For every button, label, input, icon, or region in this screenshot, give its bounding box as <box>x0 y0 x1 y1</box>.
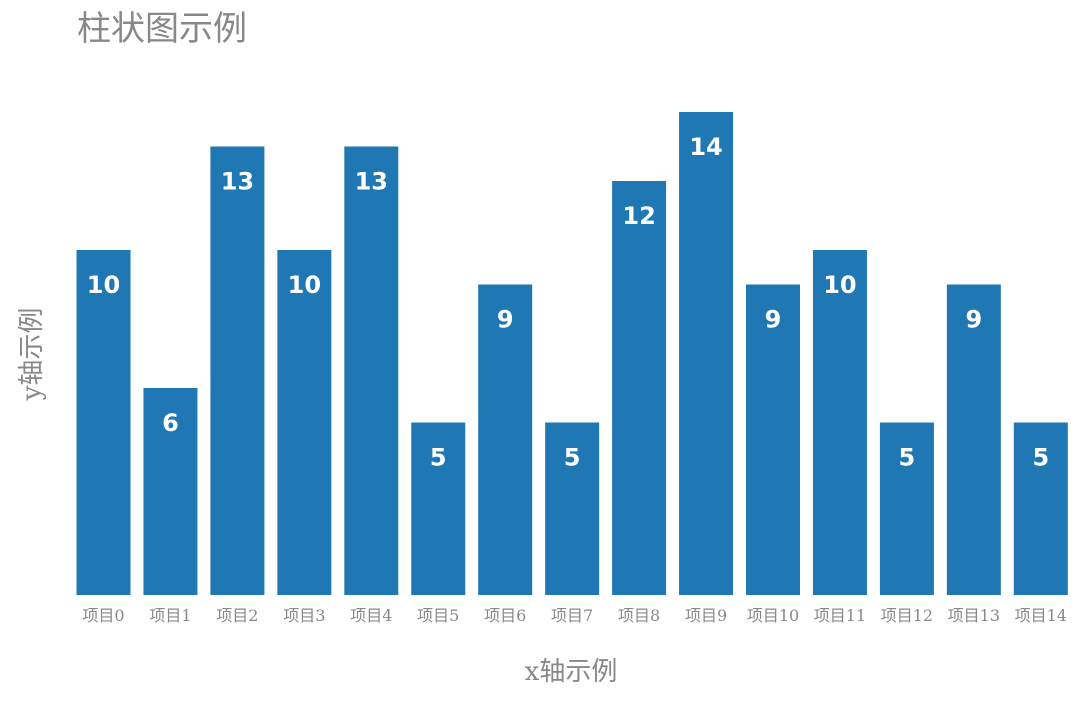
value-label-项目3: 10 <box>288 271 321 299</box>
x-tick-label: 项目0 <box>82 606 124 625</box>
x-tick-label: 项目8 <box>618 606 660 625</box>
value-label-项目6: 9 <box>497 306 514 334</box>
x-axis-label: x轴示例 <box>525 657 618 687</box>
x-tick-label: 项目1 <box>149 606 191 625</box>
x-tick-label: 项目6 <box>484 606 526 625</box>
chart-title: 柱状图示例 <box>77 9 247 49</box>
value-label-项目0: 10 <box>87 271 120 299</box>
x-tick-label: 项目4 <box>350 606 392 625</box>
y-axis-label: y轴示例 <box>17 308 47 402</box>
x-tick-label: 项目11 <box>814 606 866 625</box>
x-tick-label: 项目13 <box>948 606 1000 625</box>
x-tick-label: 项目9 <box>685 606 727 625</box>
value-label-项目14: 5 <box>1032 444 1049 472</box>
bar-项目3 <box>277 250 331 595</box>
x-tick-label: 项目2 <box>216 606 258 625</box>
x-tick-label: 项目12 <box>881 606 933 625</box>
x-tick-label: 项目7 <box>551 606 593 625</box>
value-label-项目5: 5 <box>430 444 447 472</box>
bar-项目2 <box>210 147 264 596</box>
value-label-项目10: 9 <box>765 306 782 334</box>
value-label-项目9: 14 <box>689 133 722 161</box>
value-label-项目4: 13 <box>355 168 388 196</box>
bar-项目9 <box>679 112 733 595</box>
value-label-项目12: 5 <box>899 444 916 472</box>
bar-项目4 <box>344 147 398 596</box>
value-label-项目2: 13 <box>221 168 254 196</box>
value-label-项目8: 12 <box>622 202 655 230</box>
value-label-项目1: 6 <box>162 409 179 437</box>
value-label-项目11: 10 <box>823 271 856 299</box>
x-tick-labels: 项目0 项目1 项目2 项目3 项目4 项目5 项目6 项目7 项目8 项目9 项目10 项目11 项目… <box>82 606 1067 625</box>
bar-项目11 <box>813 250 867 595</box>
x-tick-label: 项目3 <box>283 606 325 625</box>
value-label-项目7: 5 <box>564 444 581 472</box>
x-tick-label: 项目14 <box>1015 606 1067 625</box>
x-tick-label: 项目10 <box>747 606 799 625</box>
bar-项目8 <box>612 181 666 595</box>
x-tick-label: 项目5 <box>417 606 459 625</box>
bar-项目0 <box>77 250 131 595</box>
value-label-项目13: 9 <box>965 306 982 334</box>
